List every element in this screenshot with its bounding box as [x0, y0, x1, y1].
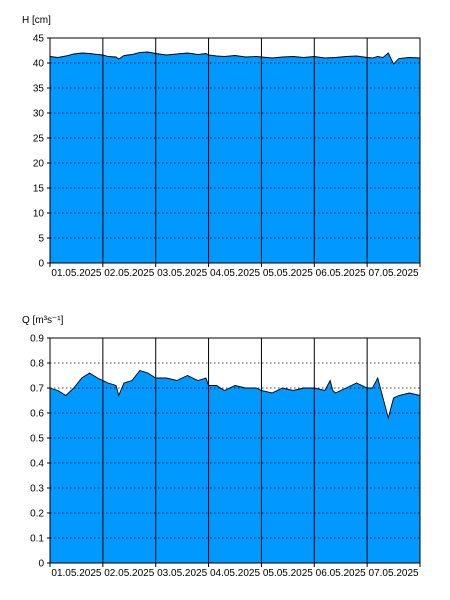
- y-tick-label: 15: [33, 184, 45, 195]
- y-tick-label: 10: [33, 209, 45, 220]
- y-tick-label: 0.8: [30, 359, 44, 370]
- y-tick-label: 0.2: [30, 509, 44, 520]
- y-tick-label: 20: [33, 159, 45, 170]
- x-tick-label: 01.05.2025: [51, 568, 101, 579]
- series-area: [50, 370, 420, 563]
- x-tick-label: 06.05.2025: [316, 268, 366, 279]
- x-tick-label: 05.05.2025: [263, 568, 313, 579]
- y-tick-label: 25: [33, 134, 45, 145]
- y-axis-label: Q [m³s⁻¹]: [22, 315, 64, 326]
- y-tick-label: 35: [33, 84, 45, 95]
- chart-panel-2: 0 0.1 0.2 0.3 0.4 0.5 0.6 0.7 0.8 0.9 01.05.2025 02…: [22, 315, 421, 579]
- series-line: [49, 369, 421, 420]
- x-tick-label: 01.05.2025: [51, 268, 101, 279]
- y-tick-label: 45: [33, 34, 45, 45]
- y-tick-label: 0.6: [30, 409, 44, 420]
- y-axis-label: H [cm]: [22, 15, 51, 26]
- x-tick-label: 04.05.2025: [210, 268, 260, 279]
- y-tick-label: 0.3: [30, 484, 44, 495]
- y-tick-label: 0.7: [30, 384, 44, 395]
- y-tick-label: 0: [38, 559, 44, 570]
- y-tick-label: 40: [33, 59, 45, 70]
- series-area: [50, 52, 420, 263]
- y-tick-label: 0.5: [30, 434, 44, 445]
- plot-frame: [49, 337, 421, 564]
- y-tick-label: 5: [38, 234, 44, 245]
- x-tick-label: 02.05.2025: [104, 268, 154, 279]
- x-tick-label: 03.05.2025: [157, 568, 207, 579]
- plot-frame: [49, 37, 421, 264]
- y-tick-label: 0.1: [30, 534, 44, 545]
- x-tick-label: 05.05.2025: [263, 268, 313, 279]
- x-tick-label: 07.05.2025: [369, 268, 419, 279]
- x-tick-label: 03.05.2025: [157, 268, 207, 279]
- y-tick-label: 0.4: [30, 459, 44, 470]
- x-tick-label: 06.05.2025: [316, 568, 366, 579]
- x-tick-label: 04.05.2025: [210, 568, 260, 579]
- x-tick-label: 07.05.2025: [369, 568, 419, 579]
- series-line: [49, 51, 421, 65]
- y-tick-label: 0.9: [30, 334, 44, 345]
- y-tick-label: 0: [38, 259, 44, 270]
- chart-panel-1: 0 5 10 15 20 25 30 35 40 45 01.05.2025 02.05.2025 03…: [22, 15, 421, 279]
- y-tick-label: 30: [33, 109, 45, 120]
- x-tick-label: 02.05.2025: [104, 568, 154, 579]
